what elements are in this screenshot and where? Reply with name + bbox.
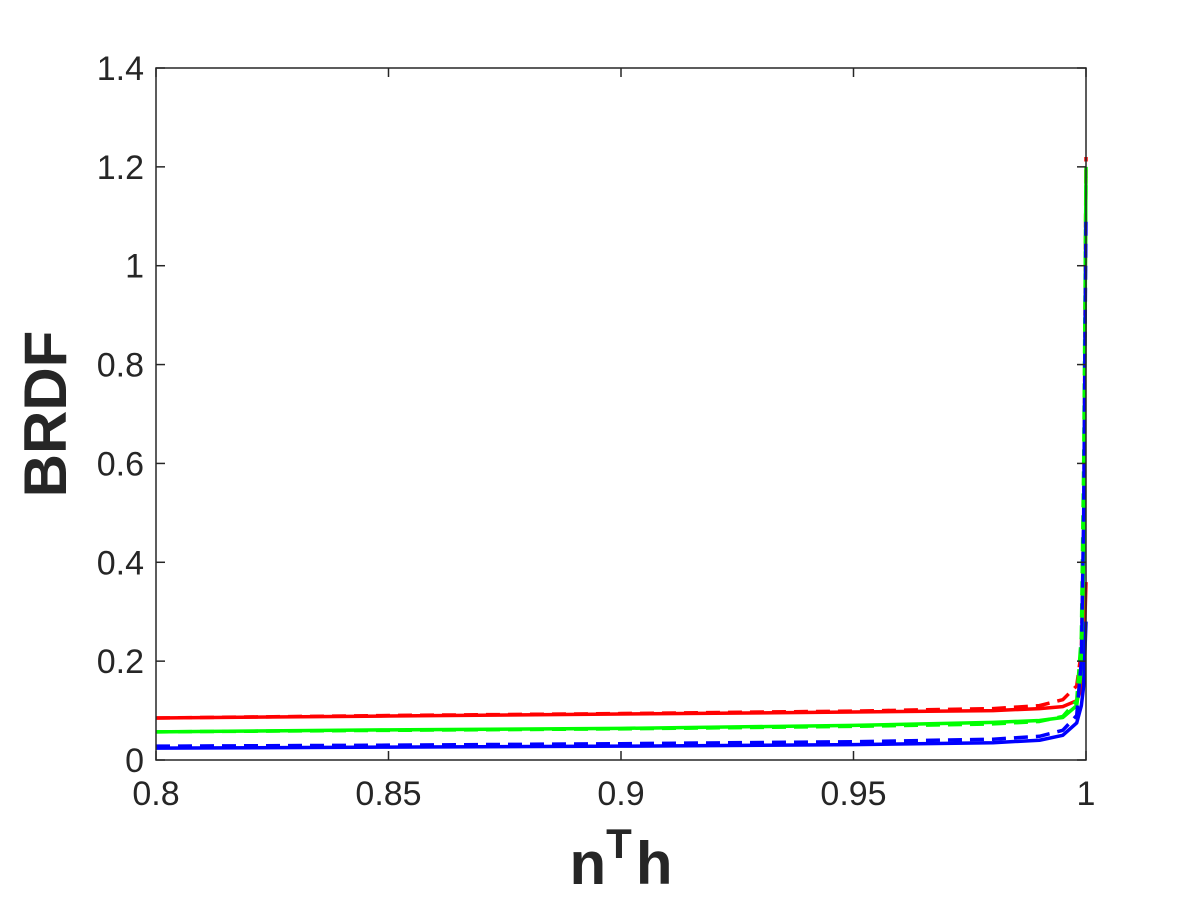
y-tick-label: 0.6 <box>97 445 144 483</box>
series-line-4 <box>155 176 1088 734</box>
y-axis-label: BRDF <box>12 331 79 498</box>
y-tick-label: 0.2 <box>97 643 144 681</box>
series-line-1 <box>155 582 1088 720</box>
x-tick-label: 0.95 <box>820 775 886 813</box>
tick-layer: 0.8 0.85 0.9 0.95 1 0 0.2 0.4 0.6 0.8 1 1.2 1.4 <box>97 50 1096 813</box>
y-tick-label: 1 <box>125 248 144 286</box>
x-tick-label: 1 <box>1077 775 1096 813</box>
x-tick-label: 0.85 <box>355 775 421 813</box>
x-axis-label-superscript: T <box>606 820 632 867</box>
y-tick-label: 1.4 <box>97 50 144 88</box>
y-tick-label: 0.8 <box>97 347 144 385</box>
series-line-5 <box>155 621 1088 750</box>
axes-box <box>155 67 1087 761</box>
series-line-6 <box>155 216 1088 748</box>
series-layer <box>155 156 1088 750</box>
y-tick-label: 0.4 <box>97 544 144 582</box>
x-axis-label-suffix: h <box>636 830 673 897</box>
series-line-2 <box>155 156 1088 720</box>
series-line-3 <box>155 166 1088 734</box>
x-tick-label: 0.8 <box>132 775 179 813</box>
x-axis-label-base: n <box>570 830 607 897</box>
x-tick-label: 0.9 <box>597 775 644 813</box>
y-tick-label: 1.2 <box>97 149 144 187</box>
x-axis-label: nTh <box>570 820 673 897</box>
y-tick-label: 0 <box>125 742 144 780</box>
